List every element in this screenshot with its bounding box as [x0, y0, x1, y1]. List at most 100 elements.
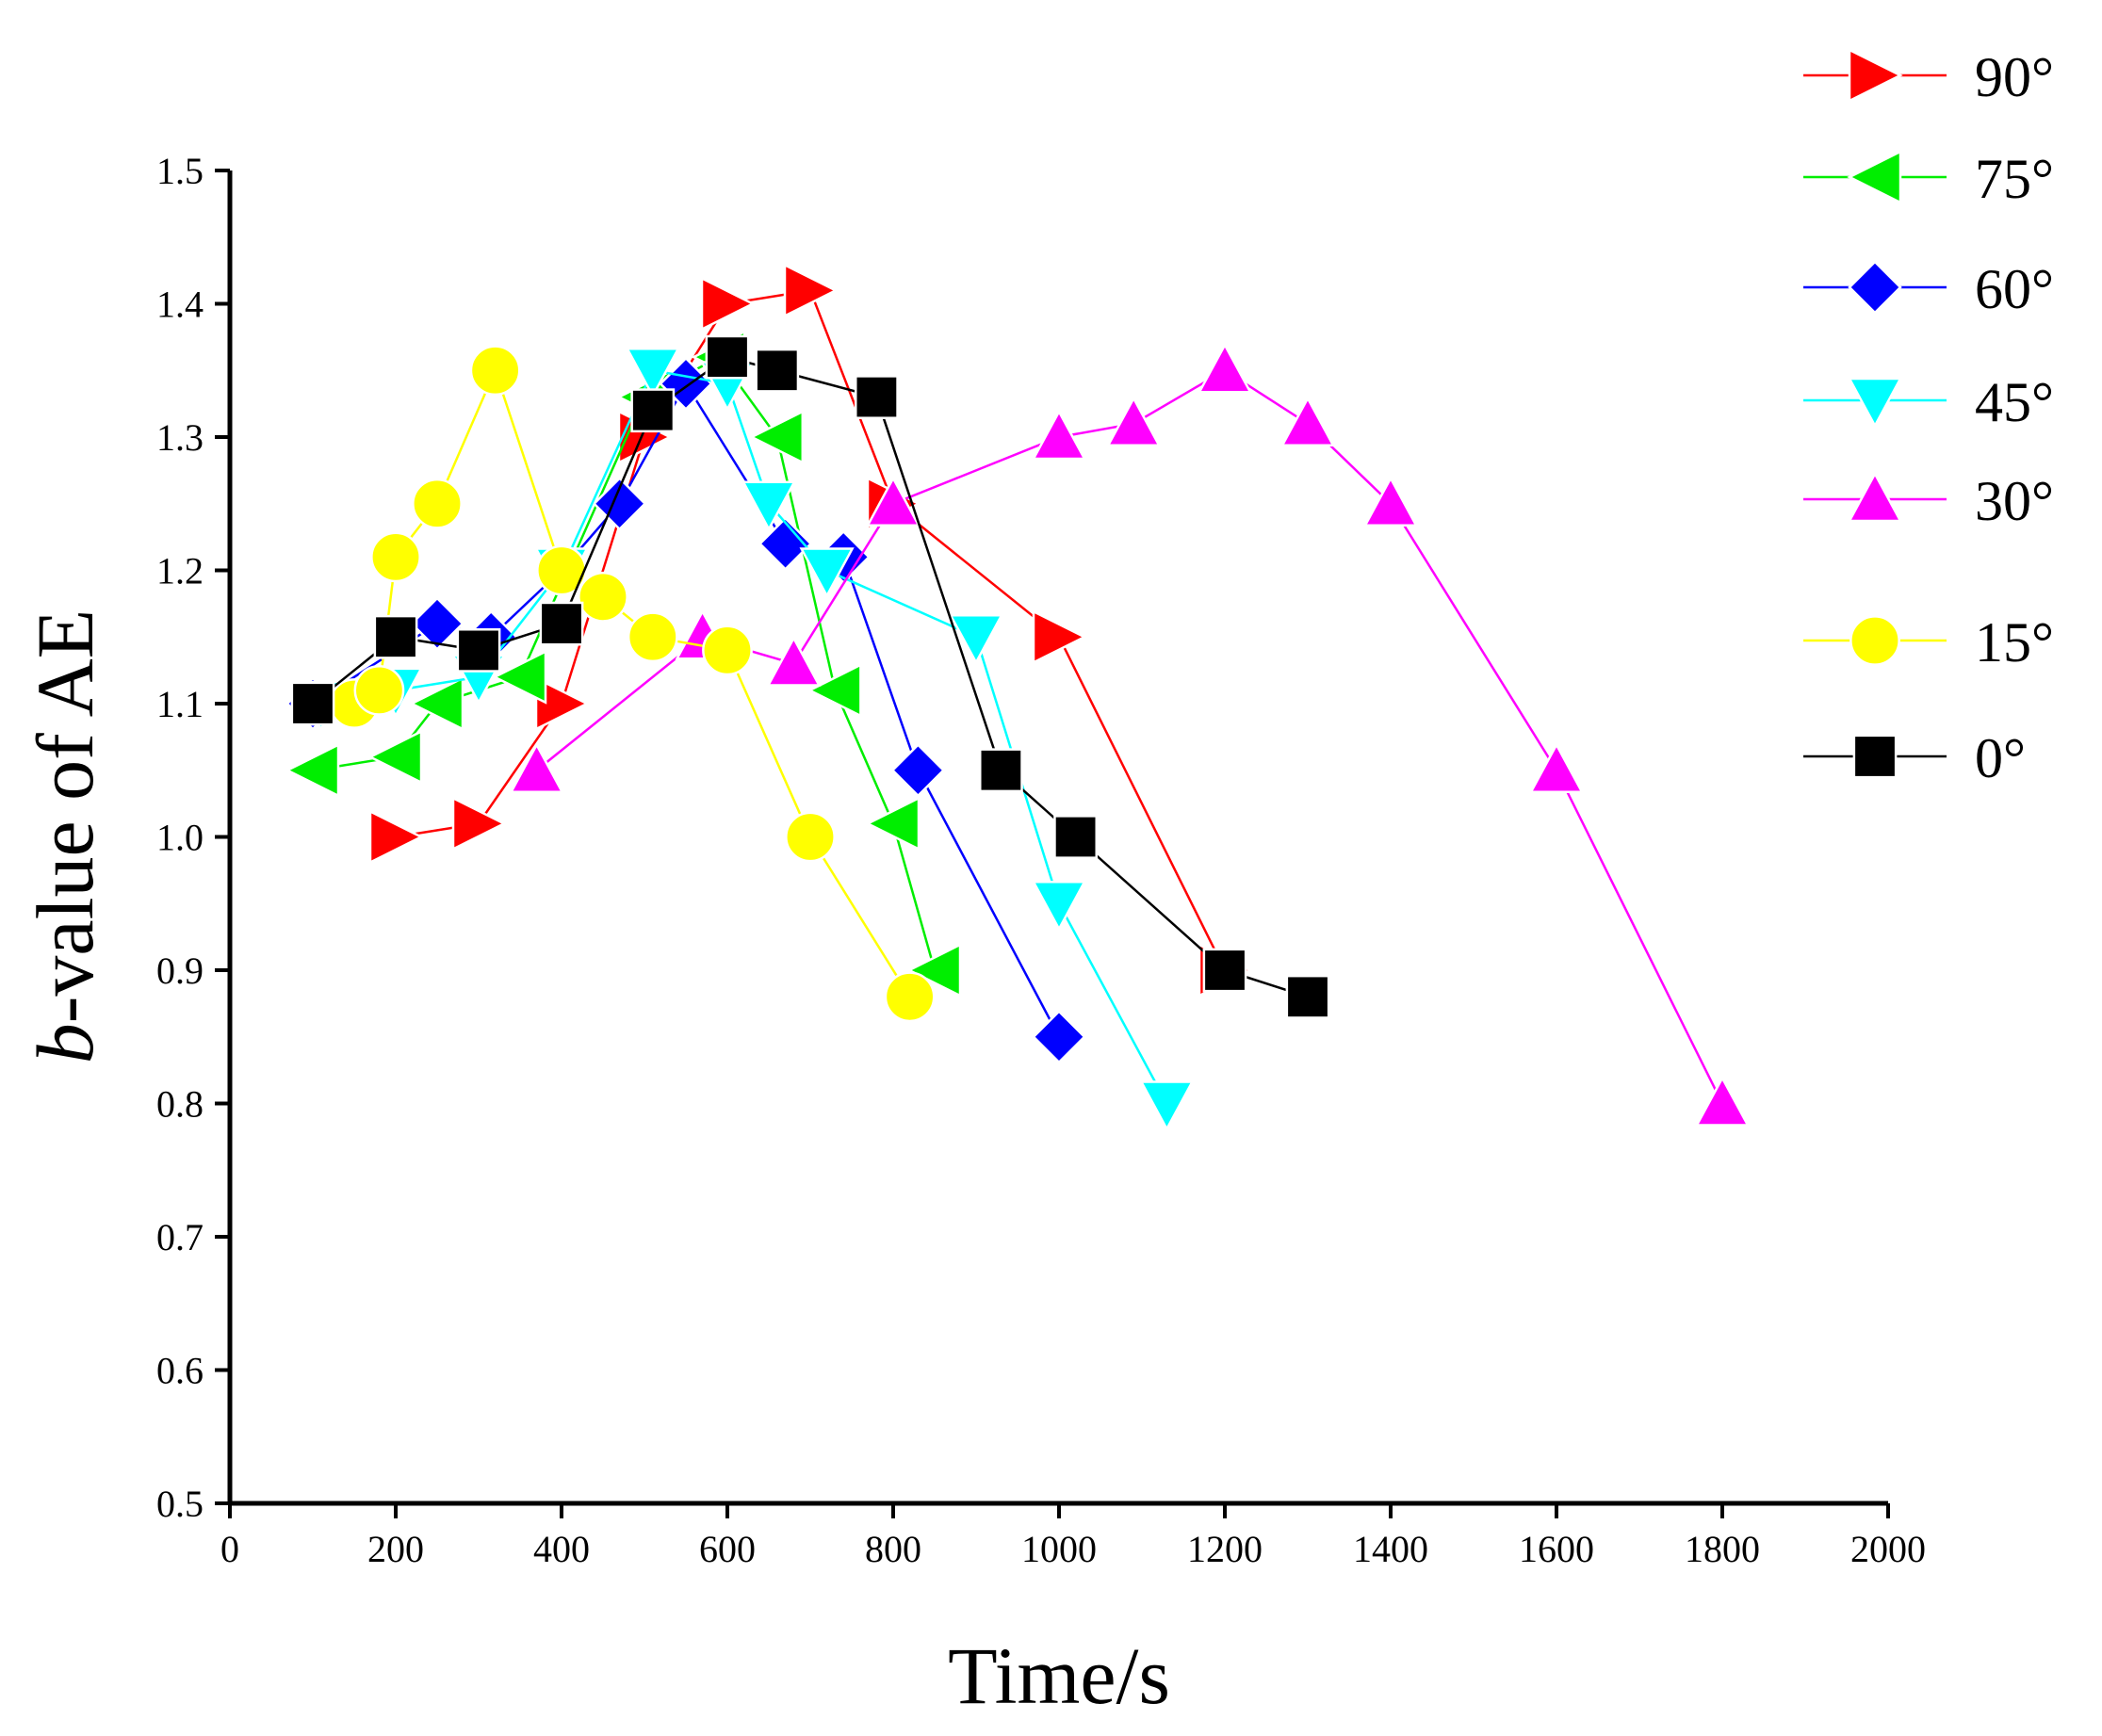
data-point [534, 675, 590, 732]
data-point [469, 345, 521, 397]
data-point [290, 681, 335, 726]
data-point [948, 614, 1004, 665]
data-point [410, 596, 464, 651]
legend-marker [1848, 47, 1903, 104]
legend-item: 45° [1803, 371, 2054, 433]
legend-label: 60° [1975, 258, 2054, 320]
legend-label: 15° [1975, 611, 2054, 673]
data-point [509, 742, 564, 793]
x-tick-label: 1800 [1685, 1528, 1760, 1570]
legend-item: 90° [1803, 46, 2054, 108]
data-point [409, 675, 464, 732]
data-point [367, 729, 423, 785]
x-axis-title: Time/s [948, 1631, 1170, 1721]
data-point [700, 276, 756, 332]
data-point [1279, 396, 1336, 447]
data-point [890, 742, 946, 798]
data-point [758, 516, 813, 571]
legend-label: 30° [1975, 470, 2054, 532]
data-point [492, 649, 547, 705]
legend-label: 45° [1975, 371, 2054, 433]
data-point [1031, 409, 1087, 461]
series-6 [290, 334, 1330, 1019]
series-5 [329, 345, 936, 1023]
legend-label: 75° [1975, 148, 2054, 210]
legend-marker [1852, 734, 1898, 779]
legend-item: 30° [1803, 470, 2054, 532]
legend-label: 0° [1975, 727, 2026, 789]
data-point [285, 742, 340, 798]
data-point [755, 348, 800, 393]
series-2 [285, 356, 1086, 1064]
x-tick-label: 600 [699, 1528, 756, 1570]
data-point [539, 601, 584, 646]
y-axis-title: b-value of AE [20, 609, 110, 1063]
data-point [578, 571, 628, 623]
data-point [783, 263, 839, 318]
data-point [865, 476, 921, 527]
data-point [1139, 1080, 1195, 1132]
data-point [1197, 342, 1253, 394]
data-point [1031, 881, 1087, 932]
data-point [353, 664, 405, 716]
data-point [373, 614, 418, 659]
x-tick-label: 0 [220, 1528, 239, 1570]
series-4 [509, 342, 1751, 1127]
data-point [1285, 974, 1330, 1019]
data-point [627, 611, 678, 663]
legend-item: 60° [1803, 258, 2054, 320]
data-point [865, 796, 921, 852]
data-point [785, 811, 836, 863]
data-point [536, 544, 587, 596]
x-tick-label: 1200 [1187, 1528, 1263, 1570]
legend-label: 90° [1975, 46, 2054, 108]
data-point [370, 531, 421, 583]
y-tick-label: 1.4 [156, 284, 204, 326]
data-point [884, 971, 936, 1023]
data-point [1694, 1075, 1751, 1127]
data-point [799, 547, 855, 599]
data-point [625, 348, 680, 398]
legend-item: 75° [1803, 148, 2054, 210]
y-tick-label: 0.8 [156, 1083, 204, 1126]
data-point [456, 628, 501, 673]
x-tick-label: 800 [865, 1528, 921, 1570]
x-tick-label: 200 [367, 1528, 424, 1570]
legend-marker [1849, 615, 1900, 666]
data-point [412, 478, 463, 529]
legend-item: 15° [1803, 611, 2054, 673]
y-tick-label: 0.7 [156, 1216, 204, 1258]
y-tick-label: 1.3 [156, 416, 204, 459]
y-tick-label: 1.5 [156, 150, 204, 192]
data-point [630, 388, 676, 433]
data-point [1528, 742, 1585, 793]
x-tick-label: 2000 [1850, 1528, 1926, 1570]
legend-marker [1847, 377, 1903, 429]
legend: 90° 75° 60° 45° 30° 15° 0° [1803, 46, 2054, 789]
data-point [1032, 609, 1087, 665]
data-point [766, 635, 822, 687]
data-point [1202, 948, 1247, 993]
data-point [1032, 1009, 1086, 1064]
series-line [395, 288, 1227, 971]
y-axis-title-italic: b [20, 1023, 110, 1063]
x-tick-label: 400 [533, 1528, 590, 1570]
data-point [855, 375, 899, 419]
legend-marker [1847, 149, 1902, 205]
data-point [979, 748, 1023, 793]
data-point [1053, 815, 1098, 859]
y-tick-label: 1.0 [156, 817, 204, 859]
legend-marker [1847, 471, 1903, 523]
x-tick-label: 1600 [1519, 1528, 1594, 1570]
data-point [705, 334, 750, 380]
series-line [535, 368, 1724, 1105]
data-point [807, 662, 862, 718]
legend-item: 0° [1803, 727, 2026, 789]
data-point [1106, 396, 1162, 447]
data-point [368, 809, 424, 865]
y-tick-label: 0.9 [156, 949, 204, 992]
data-point [1362, 476, 1419, 527]
data-point [451, 796, 507, 852]
data-point [741, 480, 797, 532]
